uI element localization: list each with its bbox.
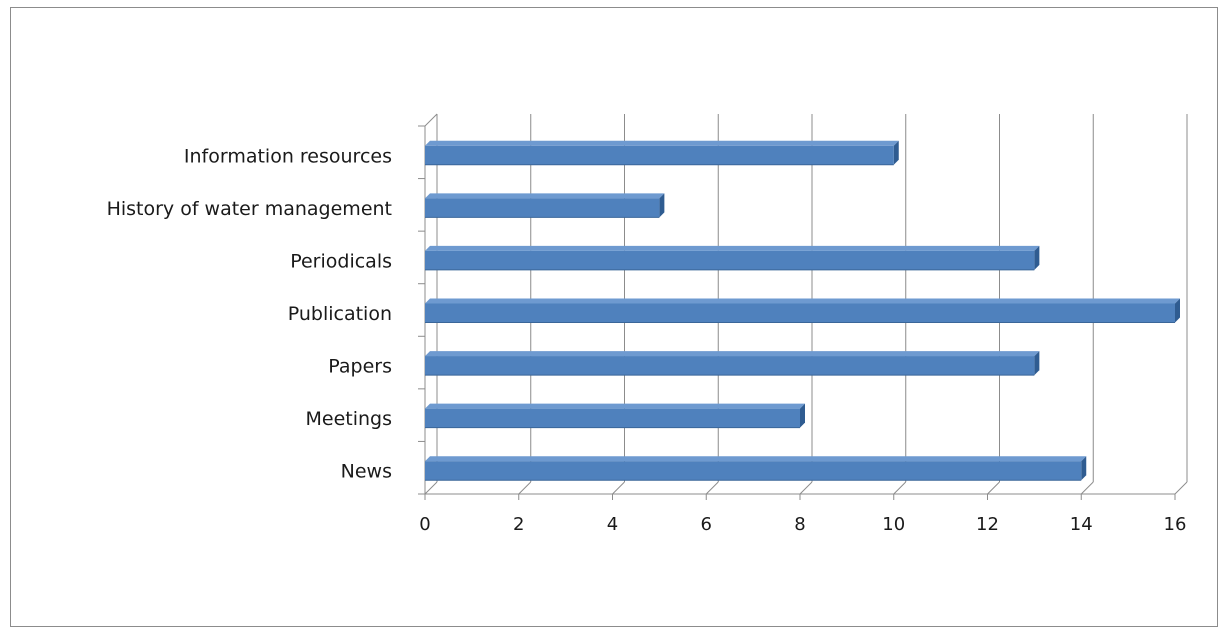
floor-gridline	[987, 481, 1000, 495]
x-tick-labels: 0 2 4 6 8 10 12 14 16	[419, 514, 1186, 535]
floor-gridline	[424, 481, 438, 495]
x-tick-label: 6	[701, 514, 712, 535]
x-tick-label: 8	[794, 514, 805, 535]
floor-gridline	[799, 481, 813, 495]
x-tick-label: 16	[1164, 514, 1187, 535]
bar	[425, 456, 1087, 481]
bar	[425, 245, 1040, 271]
bar	[425, 298, 1180, 323]
category-labels: Information resources History of water ma…	[107, 145, 392, 482]
x-tick-label: 12	[976, 514, 999, 535]
bar	[425, 403, 805, 429]
category-label: News	[341, 461, 392, 483]
floor-gridline	[705, 481, 719, 495]
x-tick-label: 10	[882, 514, 905, 535]
category-label: Publication	[288, 303, 392, 325]
x-tick-label: 0	[419, 514, 430, 535]
bars	[425, 140, 1180, 481]
floor-gridline	[893, 481, 907, 495]
x-tick-label: 14	[1070, 514, 1093, 535]
category-label: Meetings	[305, 408, 392, 430]
category-label: Periodicals	[290, 250, 392, 272]
category-label: History of water management	[107, 198, 392, 220]
floor-gridline	[518, 481, 532, 495]
left-wall-edge	[424, 113, 438, 127]
floor-gridline	[612, 481, 625, 495]
category-label: Information resources	[184, 145, 392, 167]
x-tick-label: 4	[607, 514, 618, 535]
floor-gridline	[1174, 481, 1188, 495]
category-label: Papers	[328, 356, 392, 378]
bar	[425, 140, 899, 166]
bar	[425, 193, 665, 218]
floor-gridline	[1080, 481, 1094, 495]
x-tick-label: 2	[513, 514, 524, 535]
bar	[425, 351, 1040, 376]
